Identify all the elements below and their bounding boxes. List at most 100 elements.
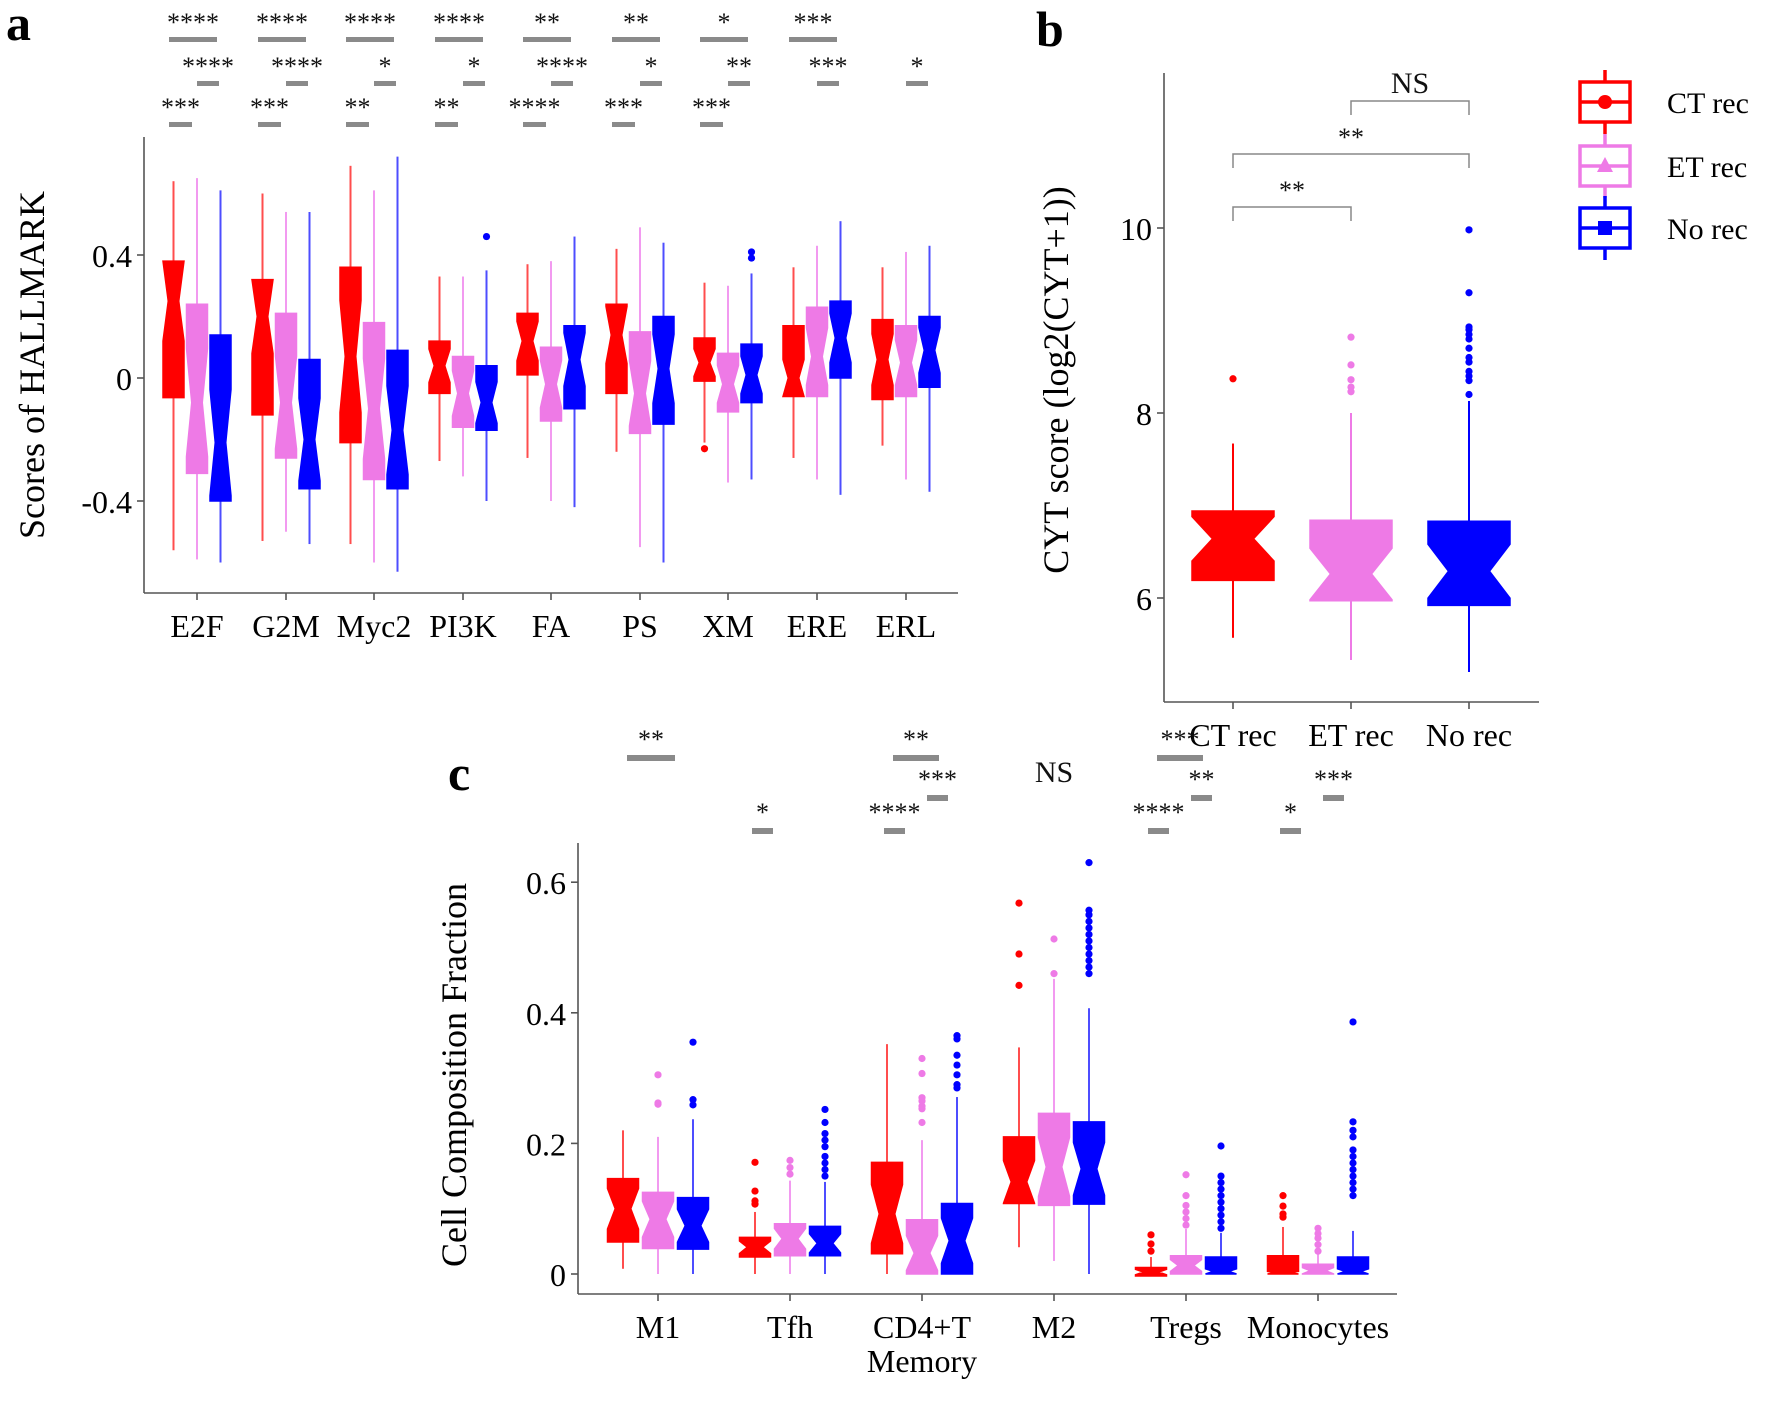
outlier-point (1229, 375, 1237, 383)
significance-bar (169, 37, 217, 42)
significance-label: **** (344, 8, 396, 37)
panel-label-a: a (6, 0, 31, 51)
outlier-point (1349, 1118, 1357, 1126)
panel-c-x-tick-label: Monocytes (1247, 1309, 1389, 1345)
outlier-point (821, 1152, 829, 1161)
notched-box (1336, 1256, 1370, 1275)
significance-label: **** (869, 798, 921, 827)
notched-box (298, 358, 321, 490)
significance-bar (258, 122, 281, 127)
outlier-point (1279, 1192, 1287, 1200)
outlier-point (1279, 1210, 1287, 1218)
significance-label: **** (271, 52, 323, 81)
outlier-point (1085, 970, 1093, 978)
notched-box (808, 1225, 842, 1257)
comparison-label: ** (1338, 123, 1364, 152)
outlier-point (821, 1143, 829, 1151)
panel-a-marks (162, 156, 941, 572)
significance-label: ** (345, 93, 371, 122)
notched-box (185, 303, 209, 475)
notched-box (641, 1191, 675, 1250)
box-et-rec (274, 211, 298, 532)
outlier-point (1085, 859, 1093, 867)
panel-b-y-axis-title: CYT score (log2(CYT+1)) (1036, 186, 1076, 574)
significance-label: *** (1161, 725, 1200, 754)
outlier-point (953, 1071, 961, 1079)
notched-box (782, 324, 805, 398)
panel-b-x-ticks: CT rec ET rec No rec (1189, 702, 1512, 753)
significance-label: *** (692, 93, 731, 122)
box-et-rec (641, 1071, 675, 1274)
outlier-point (1465, 226, 1473, 234)
legend-label: ET rec (1667, 151, 1747, 184)
significance-bar (789, 37, 837, 42)
notched-box (1072, 1121, 1106, 1205)
notched-box (362, 321, 386, 481)
outlier-point (689, 1096, 697, 1104)
notched-box (339, 266, 362, 444)
notched-box (274, 312, 298, 459)
panel-a-x-tick-label: PI3K (429, 608, 497, 644)
box-no-rec (209, 190, 232, 563)
notched-box (773, 1222, 807, 1257)
outlier-point (1349, 1185, 1357, 1193)
outlier-point (1347, 376, 1355, 384)
outlier-point (751, 1197, 759, 1205)
significance-bar (1157, 755, 1203, 761)
box-et-rec (805, 245, 829, 480)
significance-bar (906, 81, 928, 86)
outlier-point (1349, 1133, 1357, 1141)
panel-a-x-tick-label: FA (532, 608, 571, 644)
significance-label: ** (623, 8, 649, 37)
box-no-rec (808, 1105, 842, 1274)
significance-label: * (645, 52, 658, 81)
significance-label: *** (794, 8, 833, 37)
box-et-rec (773, 1156, 807, 1274)
significance-bar (551, 81, 573, 86)
box-no-rec (829, 221, 852, 495)
significance-bar (523, 37, 571, 42)
comparison-label: ** (1279, 176, 1305, 205)
outlier-point (821, 1105, 829, 1114)
panel-c-x-tick-label: M1 (636, 1309, 680, 1345)
outlier-point (1349, 1192, 1357, 1200)
significance-bar (612, 37, 660, 42)
box-ct-rec (870, 1044, 904, 1274)
significance-label: **** (509, 93, 561, 122)
outlier-point (821, 1172, 829, 1180)
outlier-point (1217, 1172, 1225, 1180)
box-ct-rec (162, 181, 185, 551)
notched-box (539, 346, 563, 422)
outlier-point (1217, 1192, 1225, 1200)
notched-box (716, 352, 740, 413)
outlier-point (1217, 1224, 1225, 1232)
outlier-point (751, 1158, 759, 1166)
notched-box (676, 1196, 710, 1250)
outlier-point (1314, 1241, 1322, 1249)
outlier-point (1465, 289, 1473, 297)
significance-bar (1191, 795, 1212, 801)
outlier-point (1085, 917, 1093, 925)
outlier-point (1015, 899, 1023, 907)
outlier-point (1085, 930, 1093, 939)
notched-box (940, 1202, 974, 1275)
outlier-point (1085, 937, 1093, 945)
outlier-point (747, 254, 756, 262)
notched-box (251, 278, 274, 416)
significance-label: ** (434, 93, 460, 122)
outlier-point (1347, 361, 1355, 369)
box-no-rec (563, 236, 586, 508)
panel-c-significance: ************NS************* (627, 725, 1353, 834)
outlier-point (1147, 1247, 1155, 1255)
significance-bar (346, 122, 369, 127)
box-et-rec (185, 178, 209, 560)
notched-box (628, 331, 652, 435)
outlier-point (1314, 1247, 1322, 1255)
notched-box (805, 306, 829, 398)
outlier-point (1349, 1018, 1357, 1026)
panel-b-y-ticks: 6 8 10 (1120, 211, 1164, 617)
outlier-point (1349, 1159, 1357, 1167)
significance-label: **** (182, 52, 234, 81)
notched-box (1169, 1254, 1203, 1275)
outlier-point (1085, 924, 1093, 932)
